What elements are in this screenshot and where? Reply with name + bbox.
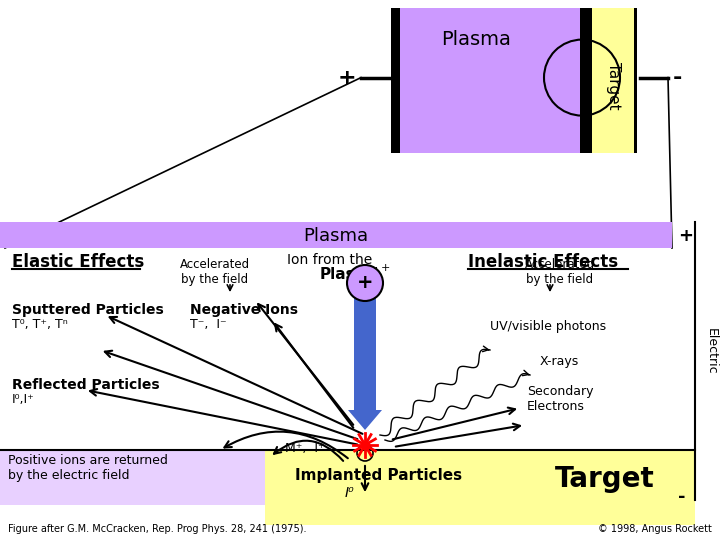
Bar	[589, 8, 592, 153]
Text: Plasma: Plasma	[303, 227, 369, 245]
Bar	[634, 8, 637, 153]
Bar	[400, 8, 580, 153]
Text: Figure after G.M. McCracken, Rep. Prog Phys. 28, 241 (1975).: Figure after G.M. McCracken, Rep. Prog P…	[8, 524, 307, 534]
Bar	[265, 450, 695, 525]
Bar	[589, 8, 637, 153]
Circle shape	[347, 265, 383, 301]
Text: Plasma: Plasma	[441, 30, 510, 49]
Bar	[0, 450, 265, 505]
Bar	[0, 222, 672, 248]
Bar	[391, 8, 400, 153]
Text: Positive ions are returned
by the electric field: Positive ions are returned by the electr…	[8, 454, 168, 482]
Text: -: -	[678, 488, 685, 506]
Text: +: +	[678, 227, 693, 245]
Text: Ion from the: Ion from the	[287, 253, 373, 267]
Text: I⁰,I⁺: I⁰,I⁺	[12, 393, 35, 406]
Text: Accelerated
by the field: Accelerated by the field	[525, 258, 595, 286]
Text: Electric: Electric	[705, 328, 718, 374]
Text: M⁺,  I⁺: M⁺, I⁺	[285, 442, 325, 455]
Text: X-rays: X-rays	[540, 355, 580, 368]
Text: Secondary
Electrons: Secondary Electrons	[527, 385, 593, 413]
Text: Inelastic Effects: Inelastic Effects	[468, 253, 618, 271]
Text: Accelerated
by the field: Accelerated by the field	[180, 258, 250, 286]
Bar	[580, 8, 589, 153]
Text: +: +	[338, 68, 356, 87]
Text: Sputtered Particles: Sputtered Particles	[12, 303, 163, 317]
Text: Target: Target	[555, 465, 654, 493]
Text: Target: Target	[606, 62, 621, 109]
Text: Implanted Particles: Implanted Particles	[295, 468, 462, 483]
Text: UV/visible photons: UV/visible photons	[490, 320, 606, 333]
Text: Field: Field	[716, 347, 720, 375]
Text: +: +	[356, 273, 373, 293]
Text: Plasma: Plasma	[320, 267, 382, 282]
Text: -: -	[673, 68, 683, 87]
Text: T⁰, T⁺, Tⁿ: T⁰, T⁺, Tⁿ	[12, 318, 68, 331]
Text: +: +	[381, 263, 390, 273]
Text: T⁻,  I⁻: T⁻, I⁻	[190, 318, 227, 331]
Text: © 1998, Angus Rockett: © 1998, Angus Rockett	[598, 524, 712, 534]
Text: I⁰: I⁰	[345, 486, 355, 500]
Bar	[354, 295, 376, 410]
FancyArrow shape	[348, 400, 382, 430]
Text: Reflected Particles: Reflected Particles	[12, 378, 160, 392]
Text: Elastic Effects: Elastic Effects	[12, 253, 144, 271]
Text: Negative Ions: Negative Ions	[190, 303, 298, 317]
Text: I: I	[373, 267, 377, 282]
